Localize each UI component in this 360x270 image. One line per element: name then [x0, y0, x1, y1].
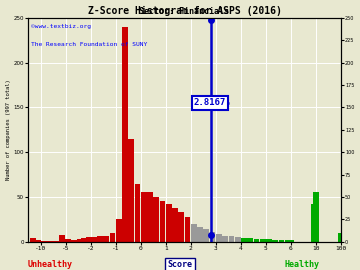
Bar [141, 193, 147, 242]
Bar [77, 239, 83, 242]
Bar [247, 238, 253, 242]
Bar [69, 240, 75, 242]
Bar [191, 224, 197, 242]
Bar [172, 208, 178, 242]
Bar [129, 139, 134, 242]
Bar [40, 241, 46, 242]
Bar [266, 239, 272, 242]
Bar [289, 240, 294, 242]
Bar [197, 227, 203, 242]
Bar [253, 239, 259, 242]
Bar [55, 241, 61, 242]
Bar [86, 237, 91, 242]
Text: ©www.textbiz.org: ©www.textbiz.org [31, 25, 91, 29]
Bar [30, 238, 36, 242]
Bar [235, 237, 240, 242]
Y-axis label: Number of companies (997 total): Number of companies (997 total) [5, 79, 10, 180]
Bar [260, 239, 266, 242]
Bar [279, 240, 284, 242]
Bar [35, 240, 41, 242]
Bar [135, 184, 140, 242]
Text: Score: Score [167, 260, 193, 269]
Bar [153, 197, 159, 242]
Bar [203, 229, 209, 242]
Text: The Research Foundation of SUNY: The Research Foundation of SUNY [31, 42, 147, 48]
Bar [222, 235, 228, 242]
Bar [285, 240, 291, 242]
Bar [313, 193, 319, 242]
Text: Unhealthy: Unhealthy [28, 260, 73, 269]
Bar [97, 237, 103, 242]
Bar [103, 235, 109, 242]
Bar [160, 201, 166, 242]
Bar [229, 237, 234, 242]
Bar [116, 220, 122, 242]
Text: Sector: Financials: Sector: Financials [139, 6, 229, 15]
Bar [109, 233, 115, 242]
Bar [216, 234, 222, 242]
Bar [50, 241, 56, 242]
Bar [179, 212, 184, 242]
Bar [91, 237, 96, 242]
Bar [81, 238, 87, 242]
Bar [59, 235, 65, 242]
Bar [311, 204, 317, 242]
Bar [62, 239, 67, 242]
Text: Healthy: Healthy [285, 260, 320, 269]
Bar [210, 232, 216, 242]
Bar [45, 241, 51, 242]
Bar [272, 240, 278, 242]
Bar [147, 193, 153, 242]
Bar [241, 238, 247, 242]
Title: Z-Score Histogram for ASPS (2016): Z-Score Histogram for ASPS (2016) [87, 6, 282, 16]
Bar [338, 233, 344, 242]
Text: 2.8167: 2.8167 [194, 98, 226, 107]
Bar [166, 204, 172, 242]
Bar [122, 27, 128, 242]
Bar [65, 239, 71, 242]
Bar [73, 240, 79, 242]
Bar [185, 217, 190, 242]
